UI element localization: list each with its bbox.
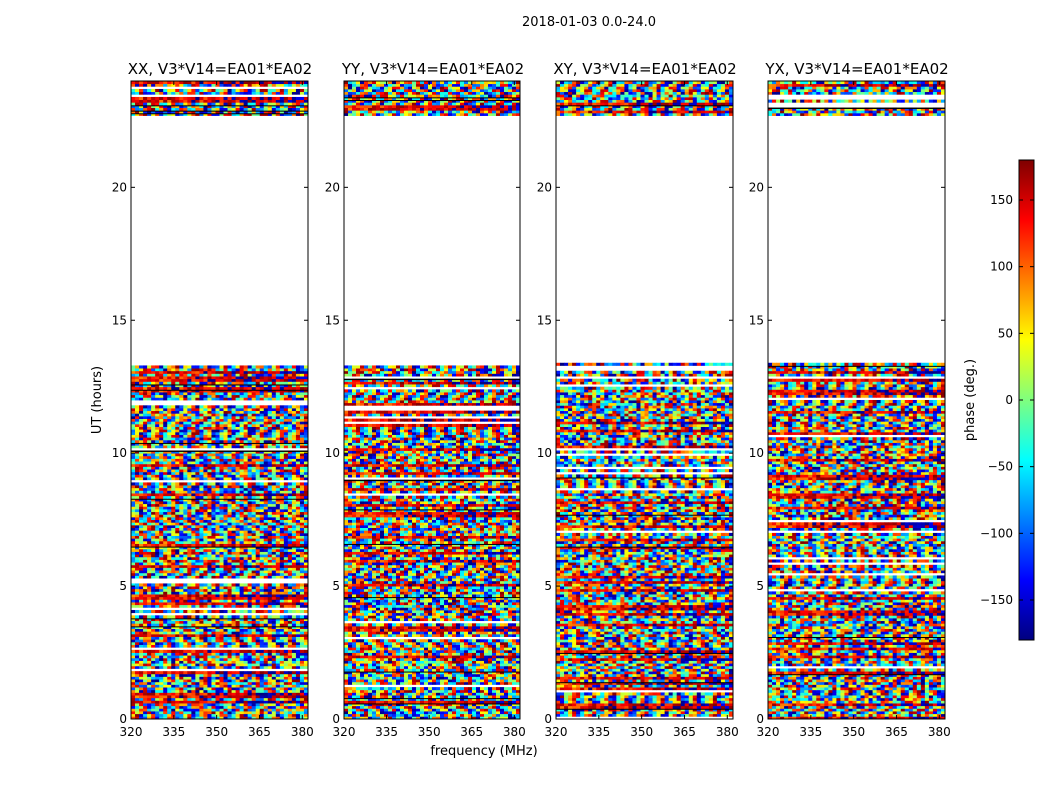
panel-title: XY, V3*V14=EA01*EA02 bbox=[553, 60, 736, 78]
x-tick-label: 380 bbox=[928, 725, 951, 739]
heatmap-cells bbox=[131, 81, 309, 720]
plot-frame bbox=[343, 80, 521, 720]
panel-xx: XX, V3*V14=EA01*EA02 320 335 350 365 380 0 5 10… bbox=[90, 60, 314, 739]
y-tick-label: 10 bbox=[112, 446, 127, 460]
colorbar-tick-label: −50 bbox=[988, 460, 1013, 474]
x-tick-label: 365 bbox=[460, 725, 483, 739]
plot-frame bbox=[130, 80, 309, 720]
y-tick-label: 20 bbox=[112, 180, 127, 194]
heatmap-plot: 320 335 350 365 380 0 5 10 15 20 bbox=[749, 80, 951, 739]
y-tick-label: 20 bbox=[537, 180, 552, 194]
heatmap-cells bbox=[556, 81, 734, 717]
x-tick-label: 320 bbox=[333, 725, 356, 739]
y-tick-label: 0 bbox=[332, 712, 340, 726]
colorbar: 150 100 50 0 −50 −100 −150 phase (deg.) bbox=[963, 159, 1035, 641]
y-tick-label: 15 bbox=[325, 313, 340, 327]
x-axis-label: frequency (MHz) bbox=[430, 744, 537, 759]
panel-yx: YX, V3*V14=EA01*EA02 320 335 350 365 380 0 5 10… bbox=[749, 60, 951, 739]
colorbar-ticks: 150 100 50 0 −50 −100 −150 bbox=[980, 193, 1034, 607]
y-tick-label: 15 bbox=[537, 313, 552, 327]
x-tick-label: 365 bbox=[885, 725, 908, 739]
x-tick-label: 335 bbox=[162, 725, 185, 739]
y-tick-label: 5 bbox=[119, 579, 127, 593]
x-tick-label: 380 bbox=[716, 725, 739, 739]
y-tick-label: 0 bbox=[119, 712, 127, 726]
heatmap-cells bbox=[344, 81, 521, 720]
heatmap-plot: 320 335 350 365 380 0 5 10 15 20 bbox=[325, 80, 526, 739]
panel-title: XX, V3*V14=EA01*EA02 bbox=[128, 60, 312, 78]
y-tick-label: 0 bbox=[544, 712, 552, 726]
colorbar-tick-label: 100 bbox=[990, 260, 1013, 274]
x-tick-label: 380 bbox=[503, 725, 526, 739]
plot-frame bbox=[767, 80, 946, 720]
panel-title: YX, V3*V14=EA01*EA02 bbox=[764, 60, 948, 78]
x-tick-label: 320 bbox=[545, 725, 568, 739]
x-tick-label: 320 bbox=[757, 725, 780, 739]
heatmap-cells bbox=[768, 81, 946, 720]
y-tick-label: 10 bbox=[749, 446, 764, 460]
colorbar-tick-label: 150 bbox=[990, 193, 1013, 207]
panel-xy: XY, V3*V14=EA01*EA02 320 335 350 365 380 0 5 10… bbox=[537, 60, 739, 739]
y-tick-label: 20 bbox=[749, 180, 764, 194]
y-tick-label: 0 bbox=[756, 712, 764, 726]
x-tick-label: 335 bbox=[375, 725, 398, 739]
heatmap-plot: 320 335 350 365 380 0 5 10 15 20 bbox=[112, 80, 314, 739]
panel-yy: YY, V3*V14=EA01*EA02 320 335 350 365 380 0 5 10… bbox=[325, 60, 538, 759]
x-tick-label: 350 bbox=[205, 725, 228, 739]
x-tick-label: 350 bbox=[630, 725, 653, 739]
y-tick-label: 10 bbox=[325, 446, 340, 460]
y-tick-label: 5 bbox=[544, 579, 552, 593]
colorbar-tick-label: −150 bbox=[980, 593, 1013, 607]
x-tick-label: 320 bbox=[120, 725, 143, 739]
x-tick-label: 365 bbox=[673, 725, 696, 739]
y-tick-label: 10 bbox=[537, 446, 552, 460]
panel-title: YY, V3*V14=EA01*EA02 bbox=[341, 60, 524, 78]
plot-frame bbox=[555, 80, 734, 720]
colorbar-tick-label: 0 bbox=[1005, 393, 1013, 407]
colorbar-tick-label: −100 bbox=[980, 526, 1013, 540]
y-tick-label: 5 bbox=[332, 579, 340, 593]
y-tick-label: 15 bbox=[112, 313, 127, 327]
x-tick-label: 335 bbox=[587, 725, 610, 739]
colorbar-tick-label: 50 bbox=[998, 326, 1013, 340]
y-axis-label: UT (hours) bbox=[90, 366, 105, 434]
x-tick-label: 350 bbox=[842, 725, 865, 739]
x-tick-label: 380 bbox=[291, 725, 314, 739]
y-tick-label: 20 bbox=[325, 180, 340, 194]
x-tick-label: 335 bbox=[799, 725, 822, 739]
x-tick-label: 365 bbox=[248, 725, 271, 739]
heatmap-plot: 320 335 350 365 380 0 5 10 15 20 bbox=[537, 80, 739, 739]
y-tick-label: 15 bbox=[749, 313, 764, 327]
colorbar-label: phase (deg.) bbox=[963, 359, 978, 441]
figure-title: 2018-01-03 0.0-24.0 bbox=[522, 15, 656, 30]
x-tick-label: 350 bbox=[418, 725, 441, 739]
y-tick-label: 5 bbox=[756, 579, 764, 593]
